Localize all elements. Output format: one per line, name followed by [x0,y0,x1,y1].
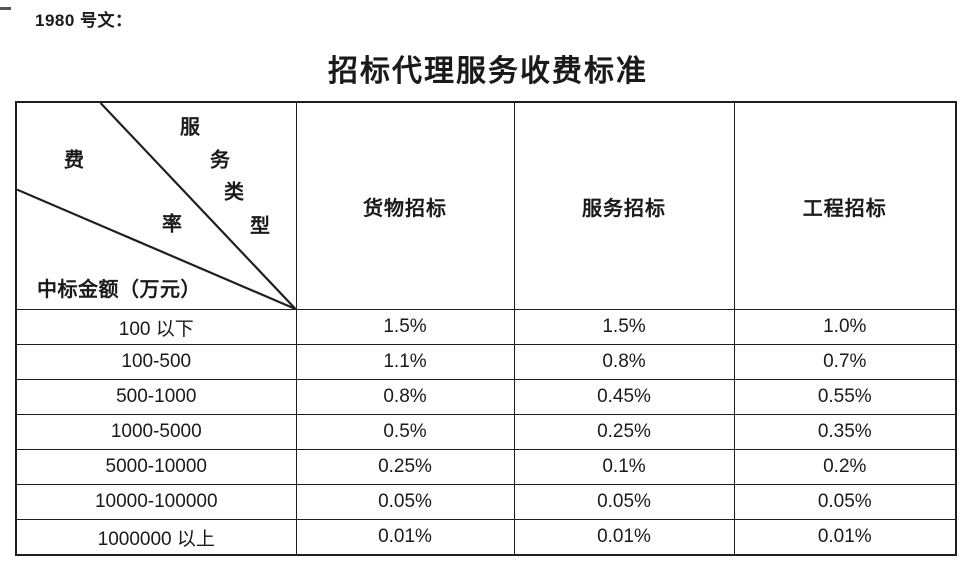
fee-table-container: 服 务 类 型 费 率 中标金额（万元） 货物招标 服务招标 工程招标 100 … [15,101,957,556]
diagonal-lines [17,103,295,309]
cell-works-rate: 0.7% [733,344,957,380]
cell-works-rate: 0.01% [733,519,957,556]
table-row: 1000-5000 0.5% 0.25% 0.35% [15,414,957,450]
corner-type-char-2: 务 [210,149,230,172]
cell-goods-rate: 1.1% [295,344,515,380]
cell-services-rate: 0.8% [513,344,735,380]
cell-works-rate: 1.0% [733,309,957,345]
cell-goods-rate: 1.5% [295,309,515,345]
cell-services-rate: 0.45% [513,379,735,415]
cell-works-rate: 0.05% [733,484,957,520]
cell-goods-rate: 0.01% [295,519,515,556]
table-corner-cell: 服 务 类 型 费 率 中标金额（万元） [15,101,297,310]
cell-services-rate: 0.25% [513,414,735,450]
table-row: 500-1000 0.8% 0.45% 0.55% [15,379,957,415]
cell-goods-rate: 0.05% [295,484,515,520]
page-title: 招标代理服务收费标准 [328,55,648,88]
diagonal-header: 服 务 类 型 费 率 中标金额（万元） [17,103,295,309]
row-range: 100 以下 [15,309,297,345]
row-range: 500-1000 [15,379,297,415]
corner-bottom-label: 中标金额（万元） [37,279,201,301]
screenshot-artifact [0,7,11,10]
cell-goods-rate: 0.25% [295,449,515,485]
cell-works-rate: 0.2% [733,449,957,485]
cell-services-rate: 0.01% [513,519,735,556]
table-header-row: 服 务 类 型 费 率 中标金额（万元） 货物招标 服务招标 工程招标 [15,101,957,310]
table-row: 5000-10000 0.25% 0.1% 0.2% [15,449,957,485]
row-range: 5000-10000 [15,449,297,485]
corner-type-char-1: 服 [180,116,200,139]
cell-works-rate: 0.55% [733,379,957,415]
column-header-goods: 货物招标 [295,101,515,310]
table-row: 100 以下 1.5% 1.5% 1.0% [15,309,957,345]
cell-services-rate: 1.5% [513,309,735,345]
column-header-works: 工程招标 [733,101,957,310]
row-range: 100-500 [15,344,297,380]
corner-type-char-3: 类 [224,181,244,204]
corner-type-char-4: 型 [250,215,270,238]
table-row: 100-500 1.1% 0.8% 0.7% [15,344,957,380]
row-range: 1000-5000 [15,414,297,450]
cell-services-rate: 0.05% [513,484,735,520]
row-range: 10000-100000 [15,484,297,520]
cell-goods-rate: 0.8% [295,379,515,415]
cell-services-rate: 0.1% [513,449,735,485]
column-header-services: 服务招标 [513,101,735,310]
fee-table: 服 务 类 型 费 率 中标金额（万元） 货物招标 服务招标 工程招标 100 … [15,101,957,556]
row-range: 1000000 以上 [15,519,297,556]
table-row: 10000-100000 0.05% 0.05% 0.05% [15,484,957,520]
corner-rate-char-1: 费 [64,149,84,172]
cell-goods-rate: 0.5% [295,414,515,450]
cell-works-rate: 0.35% [733,414,957,450]
table-row: 1000000 以上 0.01% 0.01% 0.01% [15,519,957,556]
doc-reference: 1980 号文： [35,11,133,30]
corner-rate-char-2: 率 [162,213,182,236]
